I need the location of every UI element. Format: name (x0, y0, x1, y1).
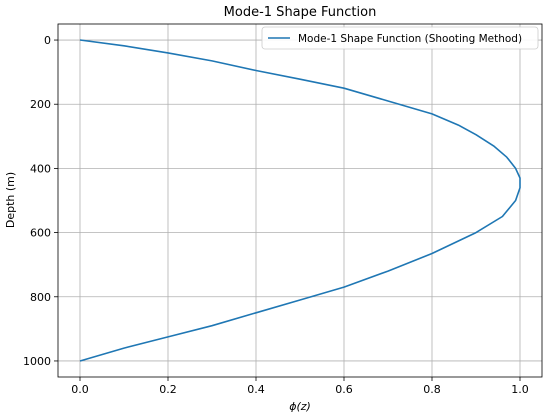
legend-box (261, 26, 539, 50)
y-tick-label: 600 (30, 227, 51, 240)
legend-label: Mode-1 Shape Function (Shooting Method) (298, 33, 522, 45)
y-tick-label: 200 (30, 98, 51, 111)
x-axis-label: ϕ(z) (289, 400, 311, 413)
x-tick-label: 0.6 (335, 383, 353, 396)
y-tick-label: 1000 (23, 355, 51, 368)
chart-title: Mode-1 Shape Function (224, 5, 377, 20)
legend: Mode-1 Shape Function (Shooting Method) (261, 26, 539, 50)
x-tick-label: 0.2 (159, 383, 177, 396)
x-tick-label: 0.8 (423, 383, 441, 396)
y-axis-label: Depth (m) (4, 172, 17, 228)
x-tick-label: 0.0 (71, 383, 89, 396)
grid (58, 24, 542, 377)
y-tick-label: 0 (44, 34, 51, 47)
y-tick-label: 400 (30, 162, 51, 175)
x-tick-label: 0.4 (247, 383, 265, 396)
series-line (79, 39, 521, 362)
y-axis: 0 200 400 600 800 1000 (23, 34, 58, 368)
series-layer (79, 39, 521, 362)
x-axis: 0.0 0.2 0.4 0.6 0.8 1.0 (71, 377, 529, 396)
x-tick-label: 1.0 (511, 383, 529, 396)
y-tick-label: 800 (30, 291, 51, 304)
plot-frame (57, 23, 543, 378)
